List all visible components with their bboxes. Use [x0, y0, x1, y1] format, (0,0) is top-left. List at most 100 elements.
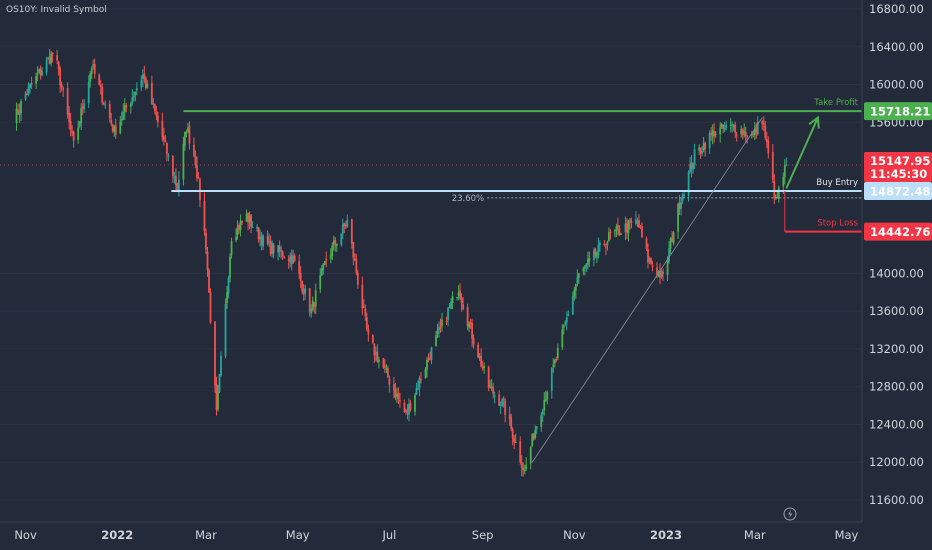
candle-body: [635, 219, 637, 224]
candle-body: [188, 126, 191, 144]
candle-body: [387, 367, 389, 378]
candle-body: [208, 270, 210, 293]
candle-body: [514, 441, 517, 443]
candle-body: [245, 214, 248, 222]
candle-body: [418, 378, 421, 389]
candle-body: [193, 144, 195, 156]
candle-body: [720, 123, 723, 127]
candle-body: [393, 383, 395, 391]
x-tick-label: 2023: [650, 528, 682, 542]
candle-body: [704, 142, 707, 150]
candle-body: [427, 359, 430, 361]
candle-body: [523, 469, 526, 472]
candle-body: [487, 366, 490, 388]
candle-body: [69, 121, 72, 131]
candle-body: [262, 235, 265, 247]
candle-body: [552, 364, 555, 367]
candle-body: [251, 227, 254, 229]
x-tick-label: 2022: [101, 528, 133, 542]
candle-body: [129, 103, 132, 107]
candle-body: [756, 121, 759, 135]
candle-body: [71, 131, 74, 134]
overlays: Take Profit Buy Entry 23.60% Stop Loss: [0, 98, 862, 463]
candle-body: [553, 359, 556, 364]
candle-body: [247, 212, 249, 223]
last-price-countdown: 11:45:30: [870, 167, 927, 181]
candle-body: [481, 367, 484, 369]
candle-body: [561, 329, 564, 348]
candle-body: [492, 386, 495, 394]
buy-entry-tag-box: [864, 182, 932, 201]
candle-body: [346, 219, 349, 228]
time-axis[interactable]: Nov 2022 Mar May Jul Sep Nov 2023 Mar May: [14, 528, 858, 542]
candle-body: [218, 374, 221, 393]
candle-body: [543, 399, 546, 411]
candle-body: [182, 143, 185, 180]
candle-body: [746, 136, 749, 138]
candle-body: [701, 151, 704, 154]
candle-body: [468, 323, 470, 328]
candle-body: [161, 120, 164, 138]
candle-body: [388, 379, 391, 385]
candle-body: [376, 351, 379, 362]
candle-body: [362, 306, 365, 308]
candle-body: [27, 86, 30, 95]
y-tick-label: 12000.00: [869, 455, 924, 469]
candle-body: [660, 270, 663, 278]
candle-body: [532, 433, 535, 440]
candle-body: [382, 358, 385, 368]
candle-body: [383, 366, 386, 368]
candle-body: [313, 302, 316, 307]
candle-body: [20, 101, 22, 113]
candle-body: [744, 132, 747, 137]
candle-body: [565, 317, 568, 323]
candle-body: [546, 392, 549, 400]
candle-body: [162, 136, 165, 141]
candle-body: [683, 194, 685, 196]
candle-body: [441, 319, 443, 326]
candle-body: [609, 231, 612, 233]
candle-body: [438, 327, 440, 331]
candle-body: [650, 258, 652, 264]
candle-body: [522, 467, 525, 470]
candle-body: [776, 197, 779, 199]
candle-body: [102, 102, 105, 104]
candle-body: [414, 395, 416, 412]
buy-entry-tag-text: 14872.48: [870, 185, 930, 199]
candle-body: [277, 245, 280, 253]
candle-body: [598, 242, 601, 246]
price-axis[interactable]: 16800.0016400.0016000.0015600.0014000.00…: [869, 2, 924, 507]
candle-body: [187, 128, 189, 132]
candle-body: [311, 300, 314, 310]
candle-body: [445, 321, 448, 323]
candle-body: [57, 62, 60, 70]
candle-body: [172, 156, 174, 177]
candle-body: [629, 219, 631, 222]
candle-body: [227, 277, 230, 294]
candle-body: [680, 202, 682, 209]
candle-body: [698, 147, 701, 151]
replay-icon[interactable]: [783, 507, 797, 521]
candle-body: [367, 329, 370, 335]
candle-body: [302, 289, 305, 295]
candle-body: [436, 330, 439, 334]
candle-body: [659, 271, 661, 278]
candle-body: [588, 258, 591, 262]
candle-body: [585, 263, 588, 268]
candle-body: [143, 73, 146, 79]
candles: [15, 49, 788, 477]
candle-body: [501, 399, 504, 406]
candle-body: [135, 88, 138, 91]
candle-body: [176, 183, 179, 191]
candle-body: [146, 83, 149, 89]
candle-body: [214, 321, 216, 386]
candle-body: [666, 259, 669, 275]
candle-body: [173, 177, 176, 179]
candle-body: [62, 88, 65, 90]
candle-body: [765, 138, 768, 143]
candle-body: [235, 236, 237, 241]
candle-body: [364, 308, 367, 317]
